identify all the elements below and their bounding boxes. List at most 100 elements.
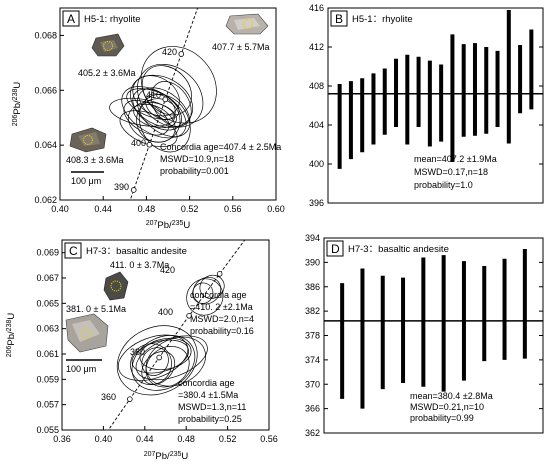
panel-c-frame xyxy=(61,239,270,431)
panel-a-title: H5-1: rhyolite xyxy=(84,14,141,25)
x-tick-label: 0.40 xyxy=(51,204,69,214)
zircon-image-1 xyxy=(91,33,125,57)
zircon-image-5 xyxy=(65,313,109,353)
x-tick-label: 0.48 xyxy=(177,434,195,444)
y-tick-label: 412 xyxy=(309,42,324,52)
concordia-curve xyxy=(129,8,199,200)
concordia-age-annotation-1: concordia age xyxy=(190,290,247,300)
error-ellipse xyxy=(117,334,189,381)
concordia-age-annotation: Concordia age=407.4 ± 2.5Ma xyxy=(160,142,281,152)
concordia-age-360: 360 xyxy=(101,392,116,402)
zircon-age-label-4: 411. 0 ± 3.7Ma xyxy=(110,260,169,270)
panel-b-age-plot: 396 400 404 408 412 416 B H5-1：rhyolite mean=… xyxy=(309,3,544,208)
error-ellipse xyxy=(140,46,217,124)
error-ellipse xyxy=(123,100,170,136)
concordia-age-marker xyxy=(130,187,137,193)
concordia-age-marker xyxy=(127,396,133,402)
y-tick-label: 0.059 xyxy=(36,374,59,384)
panel-b-mean-annotation: mean=407.2 ±1.9Ma xyxy=(414,154,497,164)
concordia-age-annotation-2: concordia age xyxy=(178,378,235,388)
y-tick-label: 386 xyxy=(305,282,320,292)
error-ellipse xyxy=(137,87,191,138)
zircon-age-label-2: 407.7 ± 5.7Ma xyxy=(212,42,269,52)
zircon-age-label-3: 408.3 ± 3.6Ma xyxy=(66,155,123,165)
concordia-curve xyxy=(107,240,246,430)
zircon-age-label-5: 381. 0 ± 5.1Ma xyxy=(66,304,126,314)
panel-d-title: H7-3：basaltic andesite xyxy=(348,244,449,255)
x-tick-label: 0.44 xyxy=(136,434,154,444)
error-ellipse xyxy=(135,335,208,381)
y-tick-label: 0.064 xyxy=(34,140,57,150)
error-ellipse xyxy=(136,98,181,143)
mswd-annotation: MSWD=10.9,n=18 xyxy=(160,154,234,164)
panel-d-mean-annotation: mean=380.4 ±2.8Ma xyxy=(410,391,493,401)
concordia-age-marker xyxy=(178,51,185,57)
panel-c-title: H7-3：basaltic andesite xyxy=(86,246,187,257)
panel-b-bars xyxy=(337,9,534,169)
error-ellipse xyxy=(141,351,176,385)
panel-b-letter-box xyxy=(330,10,348,27)
y-tick-label: 394 xyxy=(305,233,320,243)
x-tick-label: 0.40 xyxy=(95,434,113,444)
y-tick-label: 0.066 xyxy=(34,85,57,95)
panel-b-letter: B xyxy=(335,12,343,26)
mswd-annotation-2: MSWD=1.3,n=11 xyxy=(178,402,246,412)
scale-label-c: 100 μm xyxy=(66,364,96,374)
panel-a-x-axis-title: 207Pb/235U xyxy=(146,220,191,232)
panel-a-letter-box xyxy=(62,10,80,27)
x-tick-label: 0.52 xyxy=(219,434,237,444)
x-tick-label: 0.56 xyxy=(224,204,242,214)
y-tick-label: 408 xyxy=(309,81,324,91)
zircon-image-3 xyxy=(69,127,107,153)
panel-b-frame xyxy=(327,7,544,204)
concordia-age-420: 420 xyxy=(160,265,175,275)
panel-c-concordia-plot: 0.36 0.40 0.44 0.48 0.52 0.56 0.055 0.057 0.059 0… xyxy=(6,230,278,463)
error-ellipse xyxy=(139,338,192,370)
panel-b-title: H5-1：rhyolite xyxy=(352,14,413,25)
concordia-age-marker xyxy=(156,354,162,361)
y-tick-label: 362 xyxy=(305,428,320,438)
panel-c-letter: C xyxy=(69,244,78,258)
panel-a-concordia xyxy=(129,8,199,200)
panel-c-x-axis-title: 207Pb/235U xyxy=(144,451,189,463)
error-ellipse xyxy=(150,81,192,127)
panel-c-concordia xyxy=(107,230,253,430)
y-tick-label: 374 xyxy=(305,355,320,365)
zircon-image-2 xyxy=(225,13,269,35)
panel-d-probability-annotation: probability=0.99 xyxy=(410,413,474,423)
x-tick-label: 0.60 xyxy=(267,204,285,214)
zircon-age-label-1: 405.2 ± 3.6Ma xyxy=(78,68,135,78)
y-tick-label: 0.065 xyxy=(36,298,59,308)
y-tick-label: 378 xyxy=(305,331,320,341)
y-tick-label: 0.067 xyxy=(36,273,59,283)
y-tick-label: 0.055 xyxy=(36,425,59,435)
error-ellipse xyxy=(141,65,192,116)
concordia-age-marker xyxy=(248,230,253,235)
error-ellipse xyxy=(128,103,176,143)
error-ellipse xyxy=(199,274,225,299)
concordia-age-value-2: =380.4 ±1.5Ma xyxy=(178,390,238,400)
y-tick-label: 370 xyxy=(305,379,320,389)
panel-b-probability-annotation: probability=1.0 xyxy=(414,180,473,190)
panel-d-letter: D xyxy=(331,242,340,256)
concordia-age-420: 420 xyxy=(162,47,177,57)
panel-c-axis-ticks: 0.36 0.40 0.44 0.48 0.52 0.56 0.055 0.057 0.059 0… xyxy=(36,248,277,444)
y-tick-label: 0.069 xyxy=(36,248,59,258)
y-tick-label: 0.068 xyxy=(34,30,57,40)
error-ellipse xyxy=(192,276,222,305)
concordia-age-marker xyxy=(162,96,169,103)
panel-a-concordia-plot: 0.40 0.44 0.48 0.52 0.56 0.60 0.062 0.064 0.066 0… xyxy=(12,7,285,232)
panel-d-mswd-annotation: MSWD=0.21,n=10 xyxy=(410,402,484,412)
y-tick-label: 400 xyxy=(309,159,324,169)
error-ellipse xyxy=(145,345,190,388)
error-ellipse xyxy=(192,282,214,304)
concordia-age-390: 390 xyxy=(114,182,129,192)
error-ellipse xyxy=(131,339,189,374)
panel-c-letter-box xyxy=(64,242,82,259)
y-tick-label: 0.061 xyxy=(36,349,59,359)
concordia-age-marker xyxy=(146,141,153,148)
concordia-age-value-1: =410. 2 ±2.1Ma xyxy=(190,302,253,312)
error-ellipse xyxy=(141,347,169,376)
panel-a-y-axis-title: 206Pb/238U xyxy=(12,82,24,127)
